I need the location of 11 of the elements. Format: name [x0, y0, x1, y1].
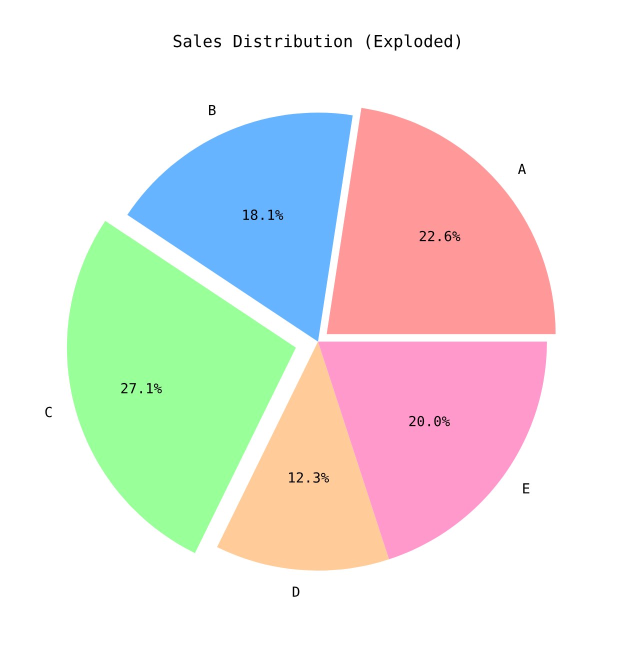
slice-label: B	[209, 104, 216, 116]
data-label: 20.0%	[409, 416, 450, 426]
data-label: 27.1%	[121, 382, 162, 394]
slice-label: A	[518, 164, 526, 174]
slice-label: D	[292, 586, 300, 597]
data-label: 22.6%	[420, 230, 460, 242]
chart-title: Sales Distribution (Exploded)	[174, 34, 460, 51]
data-label: 12.3%	[289, 472, 329, 483]
slice-label: E	[523, 483, 530, 494]
data-label: 18.1%	[243, 210, 284, 220]
slice-label: C	[45, 406, 52, 418]
